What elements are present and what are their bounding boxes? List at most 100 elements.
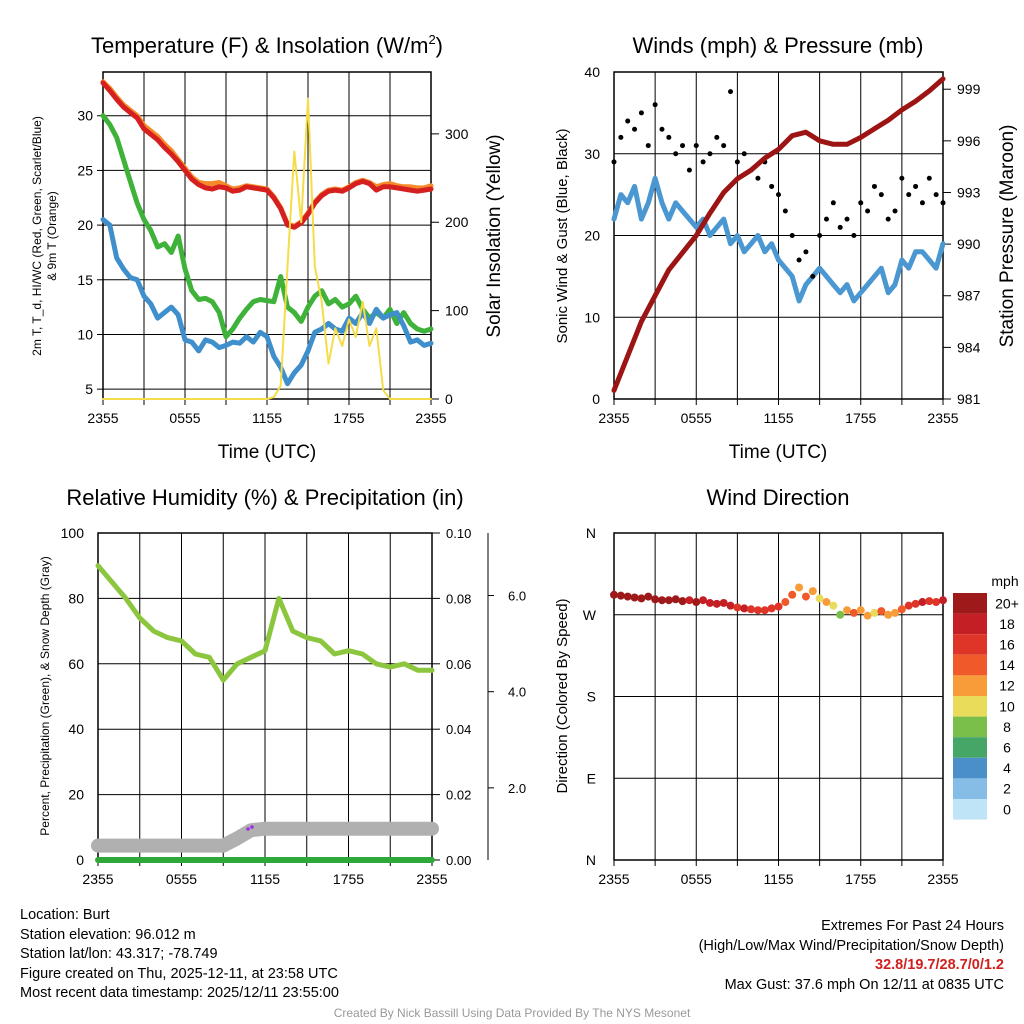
direction-point	[699, 596, 708, 605]
max-gust-text: Max Gust: 37.6 mph On 12/11 at 0835 UTC	[724, 976, 1004, 993]
extremes-subtitle: (High/Low/Max Wind/Precipitation/Snow De…	[698, 937, 1004, 954]
y2-tick-label: 0.08	[446, 591, 471, 606]
colorbar-swatch	[953, 778, 987, 799]
gust-point	[666, 134, 672, 140]
x-tick-label: 2355	[82, 871, 113, 887]
x-tick-label: 0555	[166, 871, 197, 887]
y2-tick-label: 999	[957, 81, 981, 97]
colorbar-label: 18	[999, 616, 1015, 632]
x-tick-label: 1155	[250, 871, 280, 887]
y2-tick-label: 987	[957, 288, 981, 304]
y2-tick-label: 0.04	[446, 722, 471, 737]
x-axis-label: Time (UTC)	[218, 442, 317, 463]
gust-point	[803, 249, 809, 255]
direction-point	[685, 596, 694, 605]
gust-point	[892, 208, 898, 214]
gust-point	[899, 175, 905, 181]
direction-point	[747, 605, 756, 614]
gust-point	[645, 143, 651, 149]
gust-point	[741, 151, 747, 157]
location-text: Location: Burt	[20, 907, 110, 923]
colorbar-label: 12	[999, 678, 1015, 694]
y2-tick-label: 984	[957, 339, 981, 355]
y2-tick-label: 100	[445, 303, 469, 319]
y-axis-label-2: & 9m T (Orange)	[45, 191, 59, 281]
direction-point	[719, 598, 728, 607]
y-tick-label: 20	[68, 787, 84, 803]
y-tick-label: W	[583, 607, 597, 623]
direction-point	[870, 608, 879, 617]
direction-point	[623, 592, 632, 601]
direction-point	[740, 604, 749, 613]
x-tick-label: 0555	[681, 871, 712, 887]
direction-point	[836, 610, 845, 619]
y-tick-label: N	[586, 525, 596, 541]
y2-tick-label: 993	[957, 184, 981, 200]
series-sonic-wind	[611, 175, 946, 304]
gust-point	[734, 159, 740, 165]
y2-tick-label: 0.00	[446, 853, 471, 868]
direction-point	[795, 583, 804, 592]
gust-point	[933, 192, 939, 198]
gust-point	[721, 143, 727, 149]
y2-tick-label: 0	[445, 391, 453, 407]
gust-point	[659, 126, 665, 132]
x-tick-label: 2355	[598, 871, 629, 887]
y-tick-label: 20	[584, 228, 600, 244]
gust-point	[906, 192, 912, 198]
gust-point	[782, 208, 788, 214]
direction-point	[829, 601, 838, 610]
figure-created-text: Figure created on Thu, 2025-12-11, at 23…	[20, 965, 338, 982]
series-station-pressure	[611, 76, 946, 393]
direction-point	[733, 603, 742, 612]
elevation-text: Station elevation: 96.012 m	[20, 926, 196, 943]
direction-point	[774, 602, 783, 611]
credit-text: Created By Nick Bassill Using Data Provi…	[333, 1006, 691, 1020]
y-tick-label: 5	[85, 381, 93, 397]
direction-point	[788, 590, 797, 599]
gust-point	[638, 110, 644, 116]
y-tick-label: 10	[77, 326, 93, 342]
direction-point	[925, 597, 934, 606]
x-tick-label: 1755	[845, 410, 876, 426]
x-axis-label: Time (UTC)	[729, 442, 828, 463]
extremes-values: 32.8/19.7/28.7/0/1.2	[875, 957, 1004, 973]
precip-marker	[246, 827, 250, 831]
direction-point	[644, 592, 653, 601]
gust-point	[707, 151, 713, 157]
colorbar-label: 14	[999, 657, 1015, 673]
y2-axis-label: Station Pressure (Maroon)	[997, 125, 1018, 348]
x-tick-label: 2355	[927, 410, 958, 426]
x-tick-label: 2355	[87, 410, 118, 426]
gust-point	[837, 224, 843, 230]
colorbar-label: 6	[1003, 740, 1011, 756]
direction-point	[760, 606, 769, 615]
x-tick-label: 2355	[415, 410, 446, 426]
y3-tick-label: 2.0	[508, 781, 526, 796]
y-tick-label: 30	[584, 146, 600, 162]
y2-axis-label: Solar Insolation (Yellow)	[484, 134, 505, 337]
y-axis-label: 2m T, T_d, HI/WC (Red, Green, Scarlet/Bl…	[30, 116, 44, 356]
colorbar-swatch	[953, 737, 987, 758]
gust-point	[789, 233, 795, 238]
x-tick-label: 1755	[333, 871, 364, 887]
gust-point	[632, 126, 638, 132]
direction-point	[891, 608, 900, 617]
x-tick-label: 1755	[333, 410, 364, 426]
gust-point	[885, 216, 891, 222]
direction-point	[918, 598, 927, 607]
extremes-info: Extremes For Past 24 Hours (High/Low/Max…	[699, 917, 1004, 995]
colorbar-swatch	[953, 716, 987, 738]
gust-point	[871, 183, 877, 189]
gust-point	[714, 134, 720, 140]
direction-point	[671, 595, 680, 604]
y-axis-label: Percent, Precipitation (Green), & Snow D…	[38, 556, 52, 835]
gust-point	[611, 159, 617, 165]
y2-tick-label: 300	[445, 126, 469, 142]
direction-point	[904, 601, 913, 610]
y3-tick-label: 4.0	[508, 685, 526, 700]
x-tick-label: 1155	[763, 410, 793, 426]
colorbar-label: 2	[1003, 781, 1011, 797]
y-tick-label: 40	[68, 721, 84, 737]
